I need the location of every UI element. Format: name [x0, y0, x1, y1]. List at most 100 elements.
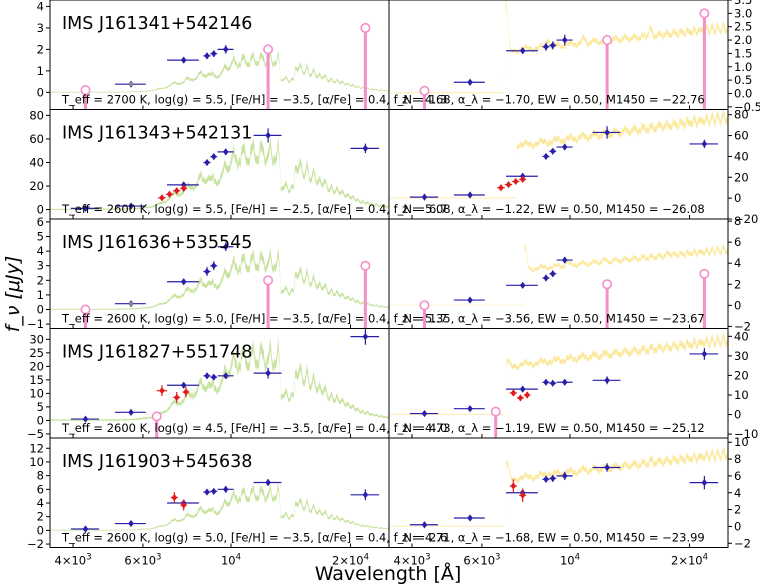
right-plot-area	[389, 0, 728, 110]
photometry-point	[421, 521, 428, 529]
upper-limit-marker	[263, 44, 274, 55]
y-tick-label: 40	[734, 149, 749, 163]
photometry-point	[561, 256, 568, 264]
brown-dwarf-model-band	[50, 136, 389, 210]
x-tick-labels: 4×103 6×103 104 2×104 4×103 6×103 104 2×104	[55, 553, 709, 568]
quasar-model-band	[389, 0, 728, 94]
y-tick-label: 10	[29, 455, 44, 469]
upper-limit-marker	[490, 406, 501, 417]
photometry-point	[467, 405, 473, 413]
x-tick-label: 4×103	[394, 553, 431, 568]
y-tick-label: 4	[37, 0, 44, 13]
quasar-model-band	[389, 244, 728, 306]
photometry-point	[519, 47, 526, 55]
x-tick-label: 2×104	[671, 553, 708, 568]
red-photometry-point	[517, 394, 524, 402]
red-photometry-point	[180, 501, 187, 509]
fit-parameter-label: T_eff = 2600 K, log(g) = 5.0, [Fe/H] = −…	[61, 531, 447, 545]
y-tick-label: 1.0	[734, 60, 752, 74]
y-tick-label: −1	[27, 317, 44, 331]
y-tick-label: 4	[37, 496, 44, 510]
fit-parameter-label: T_eff = 2600 K, log(g) = 5.5, [Fe/H] = −…	[61, 202, 447, 216]
red-photometry-point	[524, 391, 530, 399]
y-tick-label: 10	[734, 388, 749, 402]
photometry-point	[222, 485, 229, 493]
right-panel: −10 0 10 20 30 40 z = 4.73, α_λ = −1.19, EW = …	[388, 328, 758, 441]
photometry-point	[204, 372, 210, 380]
grey-point	[128, 301, 134, 306]
y-tick-label: 2.5	[734, 20, 752, 34]
photometry-point	[128, 519, 134, 528]
y-tick-label: 1.5	[734, 46, 752, 60]
red-photometry-point	[173, 393, 180, 402]
y-tick-label: 2	[37, 42, 44, 56]
y-tick-label: −0.5	[734, 100, 760, 114]
y-tick-label: 0	[37, 85, 44, 99]
photometry-point	[550, 147, 556, 155]
photometry-point	[265, 478, 271, 487]
x-tick-label: 4×103	[55, 553, 92, 568]
upper-limit-marker	[360, 260, 371, 271]
photometry-point	[222, 45, 229, 53]
fit-parameter-label: T_eff = 2600 K, log(g) = 4.5, [Fe/H] = −…	[61, 421, 447, 435]
grey-point	[128, 81, 134, 87]
upper-limit-marker	[151, 411, 162, 422]
y-tick-label: −2	[734, 536, 751, 550]
photometry-point	[701, 479, 708, 487]
photometry-point	[561, 472, 568, 480]
photometry-point	[362, 491, 369, 499]
photometry-point	[543, 378, 549, 386]
y-tick-label: 0	[37, 203, 44, 217]
photometry-point	[180, 278, 187, 286]
y-tick-label: 0	[734, 191, 741, 205]
y-tick-label: 5	[37, 230, 44, 244]
right-plot-area	[389, 244, 728, 329]
source-name: IMS J161343+542131	[62, 124, 252, 144]
brown-dwarf-model-band	[50, 49, 389, 93]
photometry-point	[180, 381, 187, 389]
upper-limit-marker	[263, 275, 274, 286]
photometry-point	[204, 158, 210, 167]
y-tick-label: 0	[734, 298, 741, 312]
left-panel: 0 1 2 3 4 T_eff = 2700 K, log(g) = 5.5, [Fe/H…	[37, 0, 447, 110]
source-name: IMS J161903+545638	[62, 452, 252, 472]
photometry-point	[561, 36, 568, 44]
photometry-point	[204, 52, 210, 60]
upper-limit-marker	[360, 22, 371, 33]
y-tick-label: 6	[37, 215, 44, 229]
red-photometry-point	[498, 184, 504, 192]
photometry-point	[211, 50, 217, 58]
red-photometry-point	[166, 190, 173, 198]
y-tick-label: 6	[37, 482, 44, 496]
red-photometry-point	[519, 175, 526, 183]
fit-parameter-label: T_eff = 2600 K, log(g) = 5.0, [Fe/H] = −…	[61, 312, 447, 326]
x-tick-label: 2×104	[332, 553, 369, 568]
photometry-point	[211, 152, 217, 161]
x-tick-label: 6×103	[463, 553, 500, 568]
y-tick-label: 0.0	[734, 86, 752, 100]
quasar-parameter-label: z = 4.71, α_λ = −1.68, EW = 0.50, M1450 …	[402, 531, 705, 545]
photometry-point	[604, 128, 610, 137]
x-tick-label: 104	[560, 553, 580, 568]
y-tick-label: 12	[29, 441, 44, 455]
y-tick-label: 0.5	[734, 73, 752, 87]
y-tick-label: 0	[37, 303, 44, 317]
photometry-point	[421, 193, 428, 201]
red-photometry-point	[159, 194, 165, 202]
source-name: IMS J161341+542146	[62, 14, 252, 34]
red-photometry-point	[180, 184, 187, 192]
y-tick-label: 10	[734, 435, 749, 449]
photometry-point	[604, 463, 610, 472]
y-tick-label: 8	[37, 469, 44, 483]
red-photometry-point	[510, 389, 517, 397]
brown-dwarf-model-band	[50, 482, 389, 531]
y-tick-label: 60	[734, 129, 749, 143]
upper-limit-marker	[699, 268, 710, 279]
